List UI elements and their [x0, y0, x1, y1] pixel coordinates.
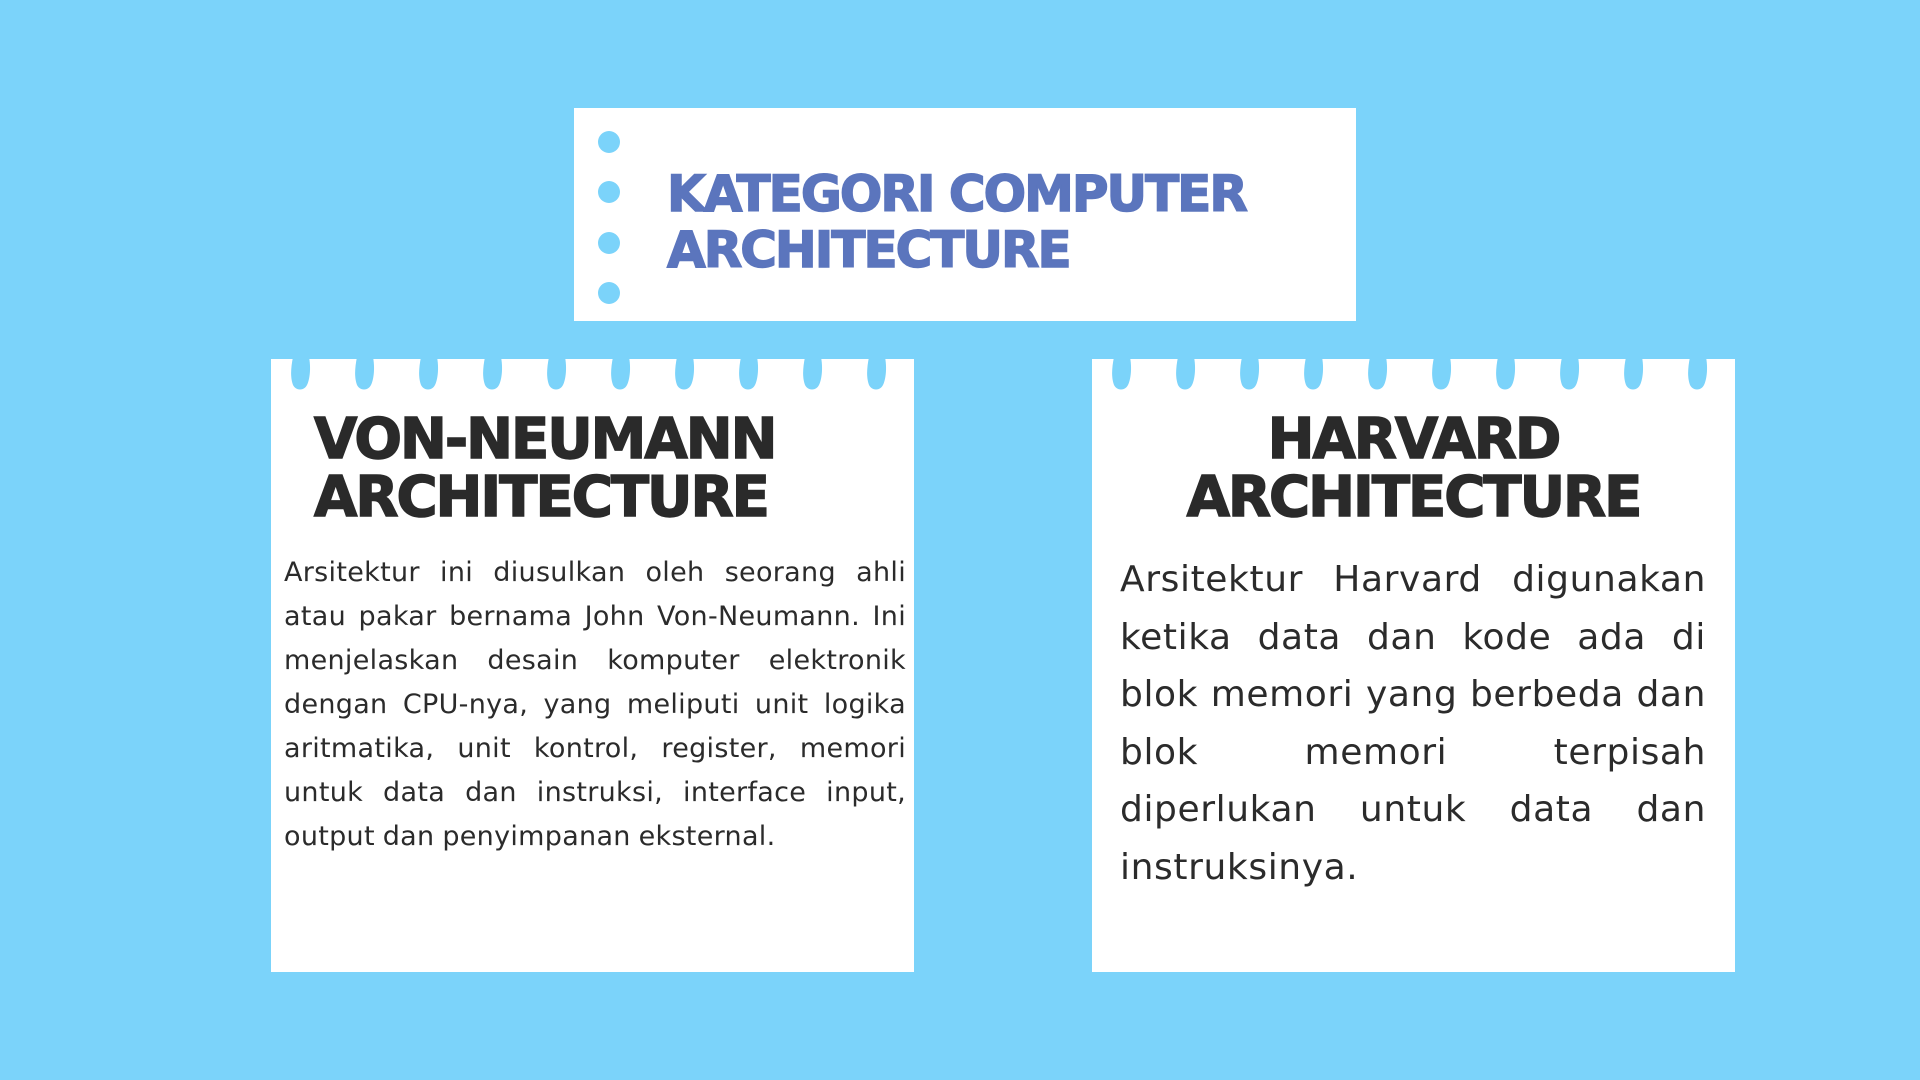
- paper-notch: [1560, 357, 1580, 390]
- paper-notch: [355, 357, 375, 390]
- von-neumann-heading: VON-NEUMANN ARCHITECTURE: [313, 407, 778, 530]
- paper-notch: [675, 357, 695, 390]
- harvard-description: Arsitektur Harvard digunakan ketika data…: [1120, 559, 1706, 888]
- harvard-card: HARVARD ARCHITECTURE Arsitektur Harvard …: [1092, 357, 1735, 972]
- binder-dot-icon: [598, 232, 620, 254]
- paper-notch: [1240, 357, 1260, 390]
- paper-notch: [1368, 357, 1388, 390]
- torn-paper-edge-icon: [291, 357, 887, 390]
- paper-notch: [1304, 357, 1324, 390]
- paper-notch: [1176, 357, 1196, 390]
- harvard-heading: HARVARD ARCHITECTURE: [1186, 407, 1643, 530]
- paper-notch: [739, 357, 759, 390]
- paper-notch: [483, 357, 503, 390]
- torn-paper-edge-icon: [1112, 357, 1708, 390]
- paper-notch: [1624, 357, 1644, 390]
- paper-notch: [611, 357, 631, 390]
- paper-notch: [547, 357, 567, 390]
- paper-notch: [1688, 357, 1708, 390]
- paper-notch: [1112, 357, 1132, 390]
- von-neumann-card: VON-NEUMANN ARCHITECTURE Arsitektur ini …: [271, 357, 914, 972]
- title-card: KATEGORI COMPUTER ARCHITECTURE: [574, 108, 1356, 321]
- binder-dot-icon: [598, 181, 620, 203]
- paper-notch: [803, 357, 823, 390]
- paper-notch: [419, 357, 439, 390]
- binder-dot-icon: [598, 282, 620, 304]
- von-neumann-description: Arsitektur ini diusulkan oleh seorang ah…: [284, 557, 906, 852]
- paper-notch: [1432, 357, 1452, 390]
- paper-notch: [291, 357, 311, 390]
- paper-notch: [1496, 357, 1516, 390]
- paper-notch: [867, 357, 887, 390]
- binder-dot-icon: [598, 131, 620, 153]
- page-title: KATEGORI COMPUTER ARCHITECTURE: [666, 165, 1248, 279]
